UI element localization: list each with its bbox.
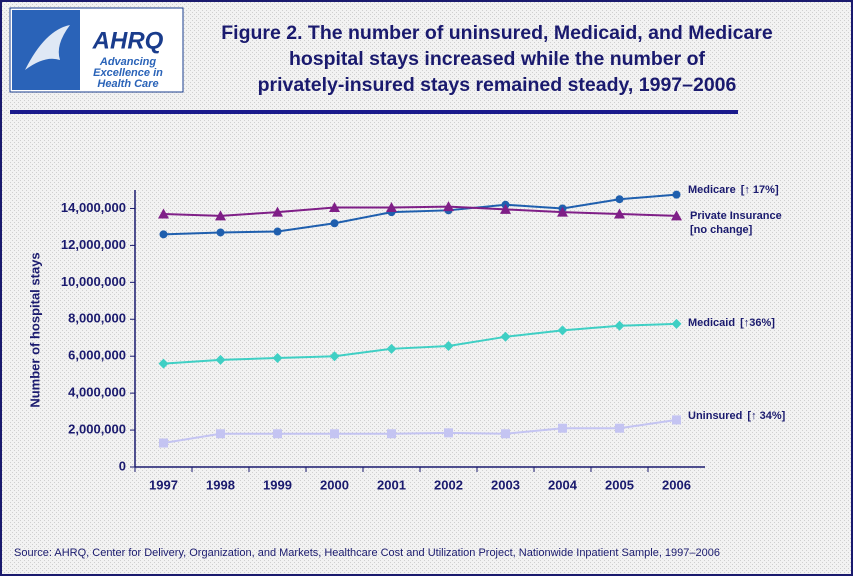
point (386, 202, 397, 213)
point (215, 210, 226, 221)
series-name: Uninsured (688, 410, 742, 422)
title-rule (10, 110, 738, 114)
series-note: [↑ 17%] (741, 184, 779, 196)
point (273, 429, 282, 439)
logo-eagle (25, 25, 70, 70)
point (501, 429, 510, 439)
point (615, 423, 624, 433)
x-tick-label: 1999 (263, 477, 292, 492)
series-line (163, 193, 677, 236)
point (330, 219, 339, 228)
x-tick-label: 1998 (206, 477, 235, 492)
series-label: Uninsured [↑ 34%] (688, 410, 786, 422)
series-label: Medicaid [↑36%] (688, 317, 775, 329)
x-tick-label: 1997 (149, 477, 178, 492)
y-tick-label: 14,000,000 (61, 200, 126, 215)
series-line (163, 418, 677, 444)
point (272, 353, 283, 364)
point (443, 201, 454, 212)
x-tick-label: 2004 (548, 477, 578, 492)
x-tick-label: 2001 (377, 477, 406, 492)
series-name: Medicare (688, 184, 736, 196)
series-name: Private Insurance (690, 210, 782, 222)
point (158, 358, 169, 369)
point (272, 206, 283, 217)
point (387, 429, 396, 439)
series-label: Medicare [↑ 17%] (688, 184, 779, 196)
point (158, 208, 169, 219)
point (386, 343, 397, 354)
logo-tagline: Advancing (99, 56, 157, 68)
series-line (163, 322, 677, 365)
point (215, 354, 226, 365)
y-tick-label: 2,000,000 (68, 422, 126, 437)
point (557, 206, 568, 217)
y-tick-label: 8,000,000 (68, 311, 126, 326)
point (444, 428, 453, 438)
series-note: [no change] (690, 224, 753, 236)
y-tick-label: 4,000,000 (68, 385, 126, 400)
point (671, 318, 682, 329)
point (330, 429, 339, 439)
x-tick-label: 2003 (491, 477, 520, 492)
series-note: [↑36%] (740, 317, 775, 329)
point (671, 210, 682, 221)
point (159, 438, 168, 448)
point (672, 190, 681, 199)
series-label: Private Insurance (690, 210, 782, 222)
series-note: [no change] (690, 224, 753, 236)
y-tick-label: 0 (119, 458, 126, 473)
x-tick-label: 2000 (320, 477, 349, 492)
point (216, 429, 225, 439)
chart-title: privately-insured stays remained steady,… (258, 74, 737, 96)
point (443, 341, 454, 352)
point (329, 351, 340, 362)
point (216, 228, 225, 237)
point (557, 325, 568, 336)
point (159, 230, 168, 239)
y-tick-label: 10,000,000 (61, 274, 126, 289)
series-name: Medicaid (688, 317, 735, 329)
point (273, 227, 282, 236)
point (615, 195, 624, 204)
logo-name: AHRQ (92, 27, 164, 54)
series-note: [↑ 34%] (747, 410, 785, 422)
point (672, 415, 681, 425)
x-tick-label: 2002 (434, 477, 463, 492)
point (500, 331, 511, 342)
logo-tagline: Excellence in (93, 67, 163, 79)
point (329, 202, 340, 213)
y-tick-label: 6,000,000 (68, 348, 126, 363)
point (500, 203, 511, 214)
point (558, 423, 567, 433)
logo-tagline: Health Care (97, 78, 158, 90)
chart-title: Figure 2. The number of uninsured, Medic… (221, 22, 773, 44)
point (614, 320, 625, 331)
y-axis-label: Number of hospital stays (27, 252, 42, 407)
point (614, 208, 625, 219)
x-tick-label: 2006 (662, 477, 691, 492)
source-note: Source: AHRQ, Center for Delivery, Organ… (14, 547, 720, 559)
x-tick-label: 2005 (605, 477, 634, 492)
chart-title: hospital stays increased while the numbe… (289, 48, 706, 70)
y-tick-label: 12,000,000 (61, 237, 126, 252)
series-line (163, 205, 677, 217)
